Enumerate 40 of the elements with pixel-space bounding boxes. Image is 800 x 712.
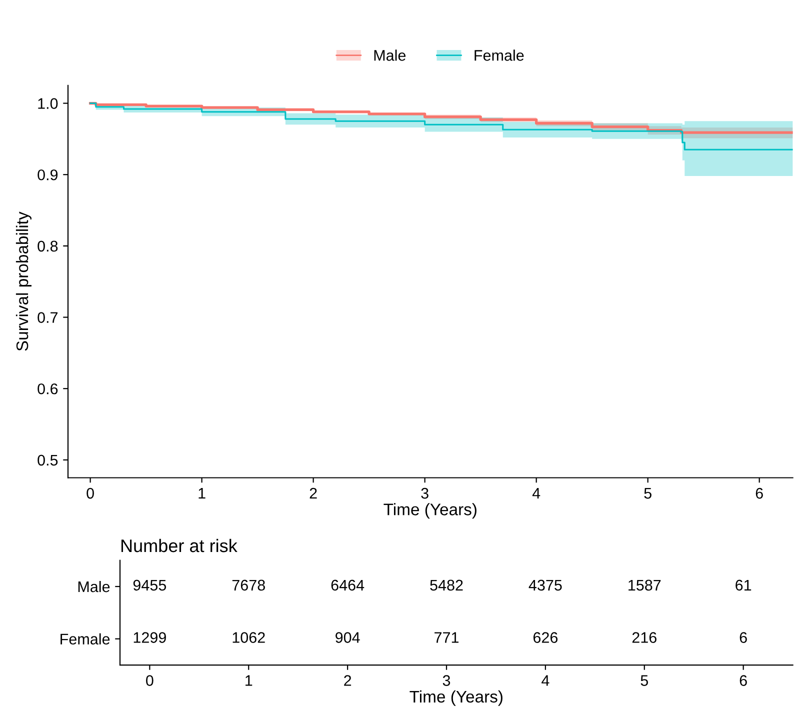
data-label: 5482	[430, 580, 463, 591]
x-axis-title: Time (Years)	[410, 690, 502, 706]
x-tick-label: 1	[246, 675, 252, 686]
data-label: 9455	[133, 580, 166, 591]
x-tick-label: 6	[740, 675, 747, 686]
data-label: 61	[736, 580, 752, 591]
x-tick-label: 5	[644, 488, 652, 499]
x-tick-label: 3	[421, 488, 428, 499]
x-tick-label: 3	[442, 675, 450, 686]
data-label: 904	[336, 632, 360, 643]
x-tick-label: 1	[198, 488, 206, 499]
x-tick-label: 0	[86, 488, 94, 499]
y-tick-label: 0.5	[38, 454, 58, 466]
legend-label: Male	[374, 50, 406, 61]
data-label: 1299	[134, 632, 166, 643]
y-axis-title: Survival probability	[16, 212, 32, 351]
x-tick-label: 4	[542, 675, 550, 686]
data-label: 771	[434, 632, 459, 643]
data-label: 1587	[628, 580, 661, 591]
chart-title: Number at risk	[121, 538, 238, 552]
x-tick-label: 0	[146, 675, 154, 686]
data-label: 1062	[232, 632, 265, 643]
data-label: 7678	[232, 580, 265, 591]
data-label: 216	[632, 632, 656, 643]
x-tick-label: 2	[310, 488, 317, 499]
x-tick-label: 2	[344, 675, 352, 686]
x-tick-label: 6	[756, 488, 763, 499]
x-tick-label: 5	[640, 675, 648, 686]
x-tick-label: 4	[532, 488, 540, 499]
data-label: 4375	[528, 580, 562, 591]
y-tick-label: 0.6	[38, 383, 58, 394]
data-label: 6464	[331, 580, 364, 591]
y-tick-label: 0.9	[38, 169, 58, 180]
y-tick-label: 0.8	[38, 240, 58, 252]
data-label: 6	[740, 632, 747, 643]
legend-label: Female	[474, 50, 524, 61]
y-tick-label: 1.0	[38, 98, 58, 109]
y-tick-label: 0.7	[38, 312, 58, 323]
data-label: 626	[533, 632, 558, 643]
x-axis-title: Time (Years)	[384, 503, 476, 519]
